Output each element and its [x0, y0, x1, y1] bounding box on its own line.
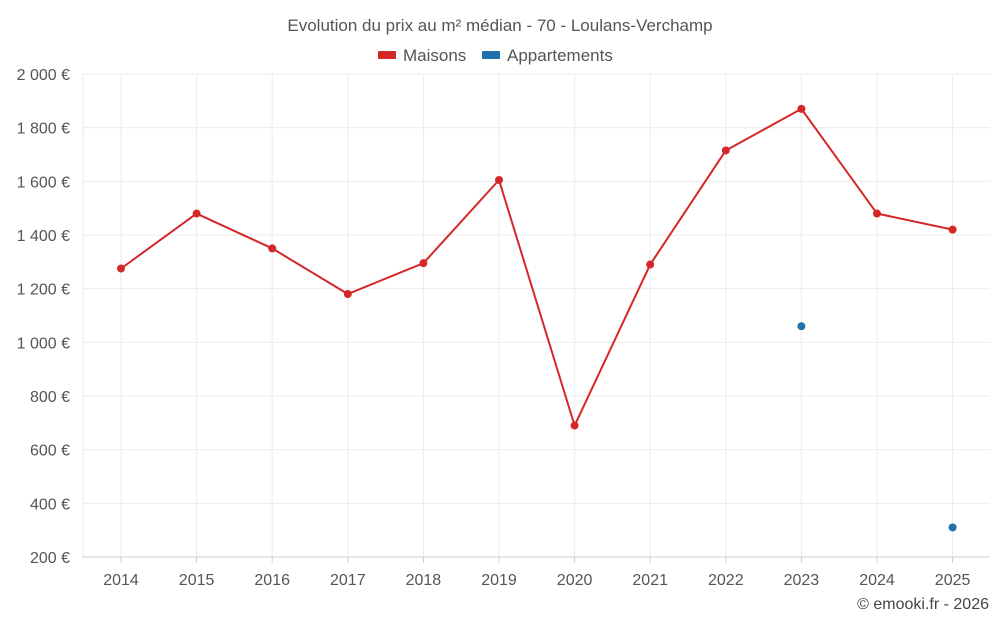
y-tick-label: 1 600 €	[17, 174, 70, 191]
series	[117, 104, 957, 532]
data-point-maisons-2015[interactable]	[192, 209, 201, 218]
y-tick-label: 1 000 €	[17, 335, 70, 352]
y-tick-label: 2 000 €	[17, 67, 70, 84]
y-tick-label: 800 €	[30, 389, 70, 406]
legend-swatch-maisons	[378, 51, 396, 59]
legend-label-maisons[interactable]: Maisons	[403, 46, 466, 65]
data-point-maisons-2016[interactable]	[268, 244, 277, 253]
copyright-footer: © emooki.fr - 2026	[857, 596, 989, 613]
y-tick-label: 200 €	[30, 550, 70, 567]
legend: Maisons Appartements	[378, 46, 613, 65]
x-tick-label: 2025	[935, 572, 971, 589]
data-point-maisons-2021[interactable]	[646, 260, 655, 269]
x-tick-label: 2024	[859, 572, 895, 589]
y-tick-label: 1 200 €	[17, 282, 70, 299]
x-tick-label: 2015	[179, 572, 215, 589]
data-point-maisons-2018[interactable]	[419, 259, 428, 268]
x-tick-label: 2020	[557, 572, 593, 589]
data-point-maisons-2023[interactable]	[797, 104, 806, 113]
chart-title: Evolution du prix au m² médian - 70 - Lo…	[287, 16, 712, 35]
data-point-maisons-2017[interactable]	[343, 290, 352, 299]
x-tick-label: 2016	[254, 572, 290, 589]
data-point-maisons-2019[interactable]	[495, 175, 503, 184]
x-tick-label: 2022	[708, 572, 744, 589]
y-tick-label: 600 €	[30, 443, 70, 460]
data-point-appartementes-2025[interactable]	[948, 523, 957, 532]
data-point-maisons-2022[interactable]	[721, 146, 730, 155]
y-tick-label: 400 €	[30, 496, 70, 513]
x-tick-label: 2019	[481, 572, 517, 589]
legend-swatch-appartements	[482, 51, 500, 59]
data-point-maisons-2025[interactable]	[948, 225, 957, 234]
data-point-maisons-2024[interactable]	[873, 209, 881, 218]
series-line-maisons	[120, 107, 953, 427]
axes: 200 € 400 € 600 € 800 € 1 000 € 1 200 € 1 400 …	[17, 67, 990, 589]
data-point-maisons-2014[interactable]	[117, 264, 125, 273]
y-tick-label: 1 400 €	[17, 228, 70, 245]
grid	[82, 73, 990, 558]
x-tick-label: 2021	[632, 572, 668, 589]
x-tick-label: 2017	[330, 572, 366, 589]
x-tick-label: 2018	[406, 572, 442, 589]
legend-label-appartements[interactable]: Appartements	[507, 46, 613, 65]
x-tick-label: 2014	[103, 572, 139, 589]
x-tick-label: 2023	[784, 572, 820, 589]
y-tick-label: 1 800 €	[17, 121, 70, 138]
data-point-maisons-2020[interactable]	[570, 421, 579, 430]
data-point-appartementes-2023[interactable]	[797, 322, 806, 331]
